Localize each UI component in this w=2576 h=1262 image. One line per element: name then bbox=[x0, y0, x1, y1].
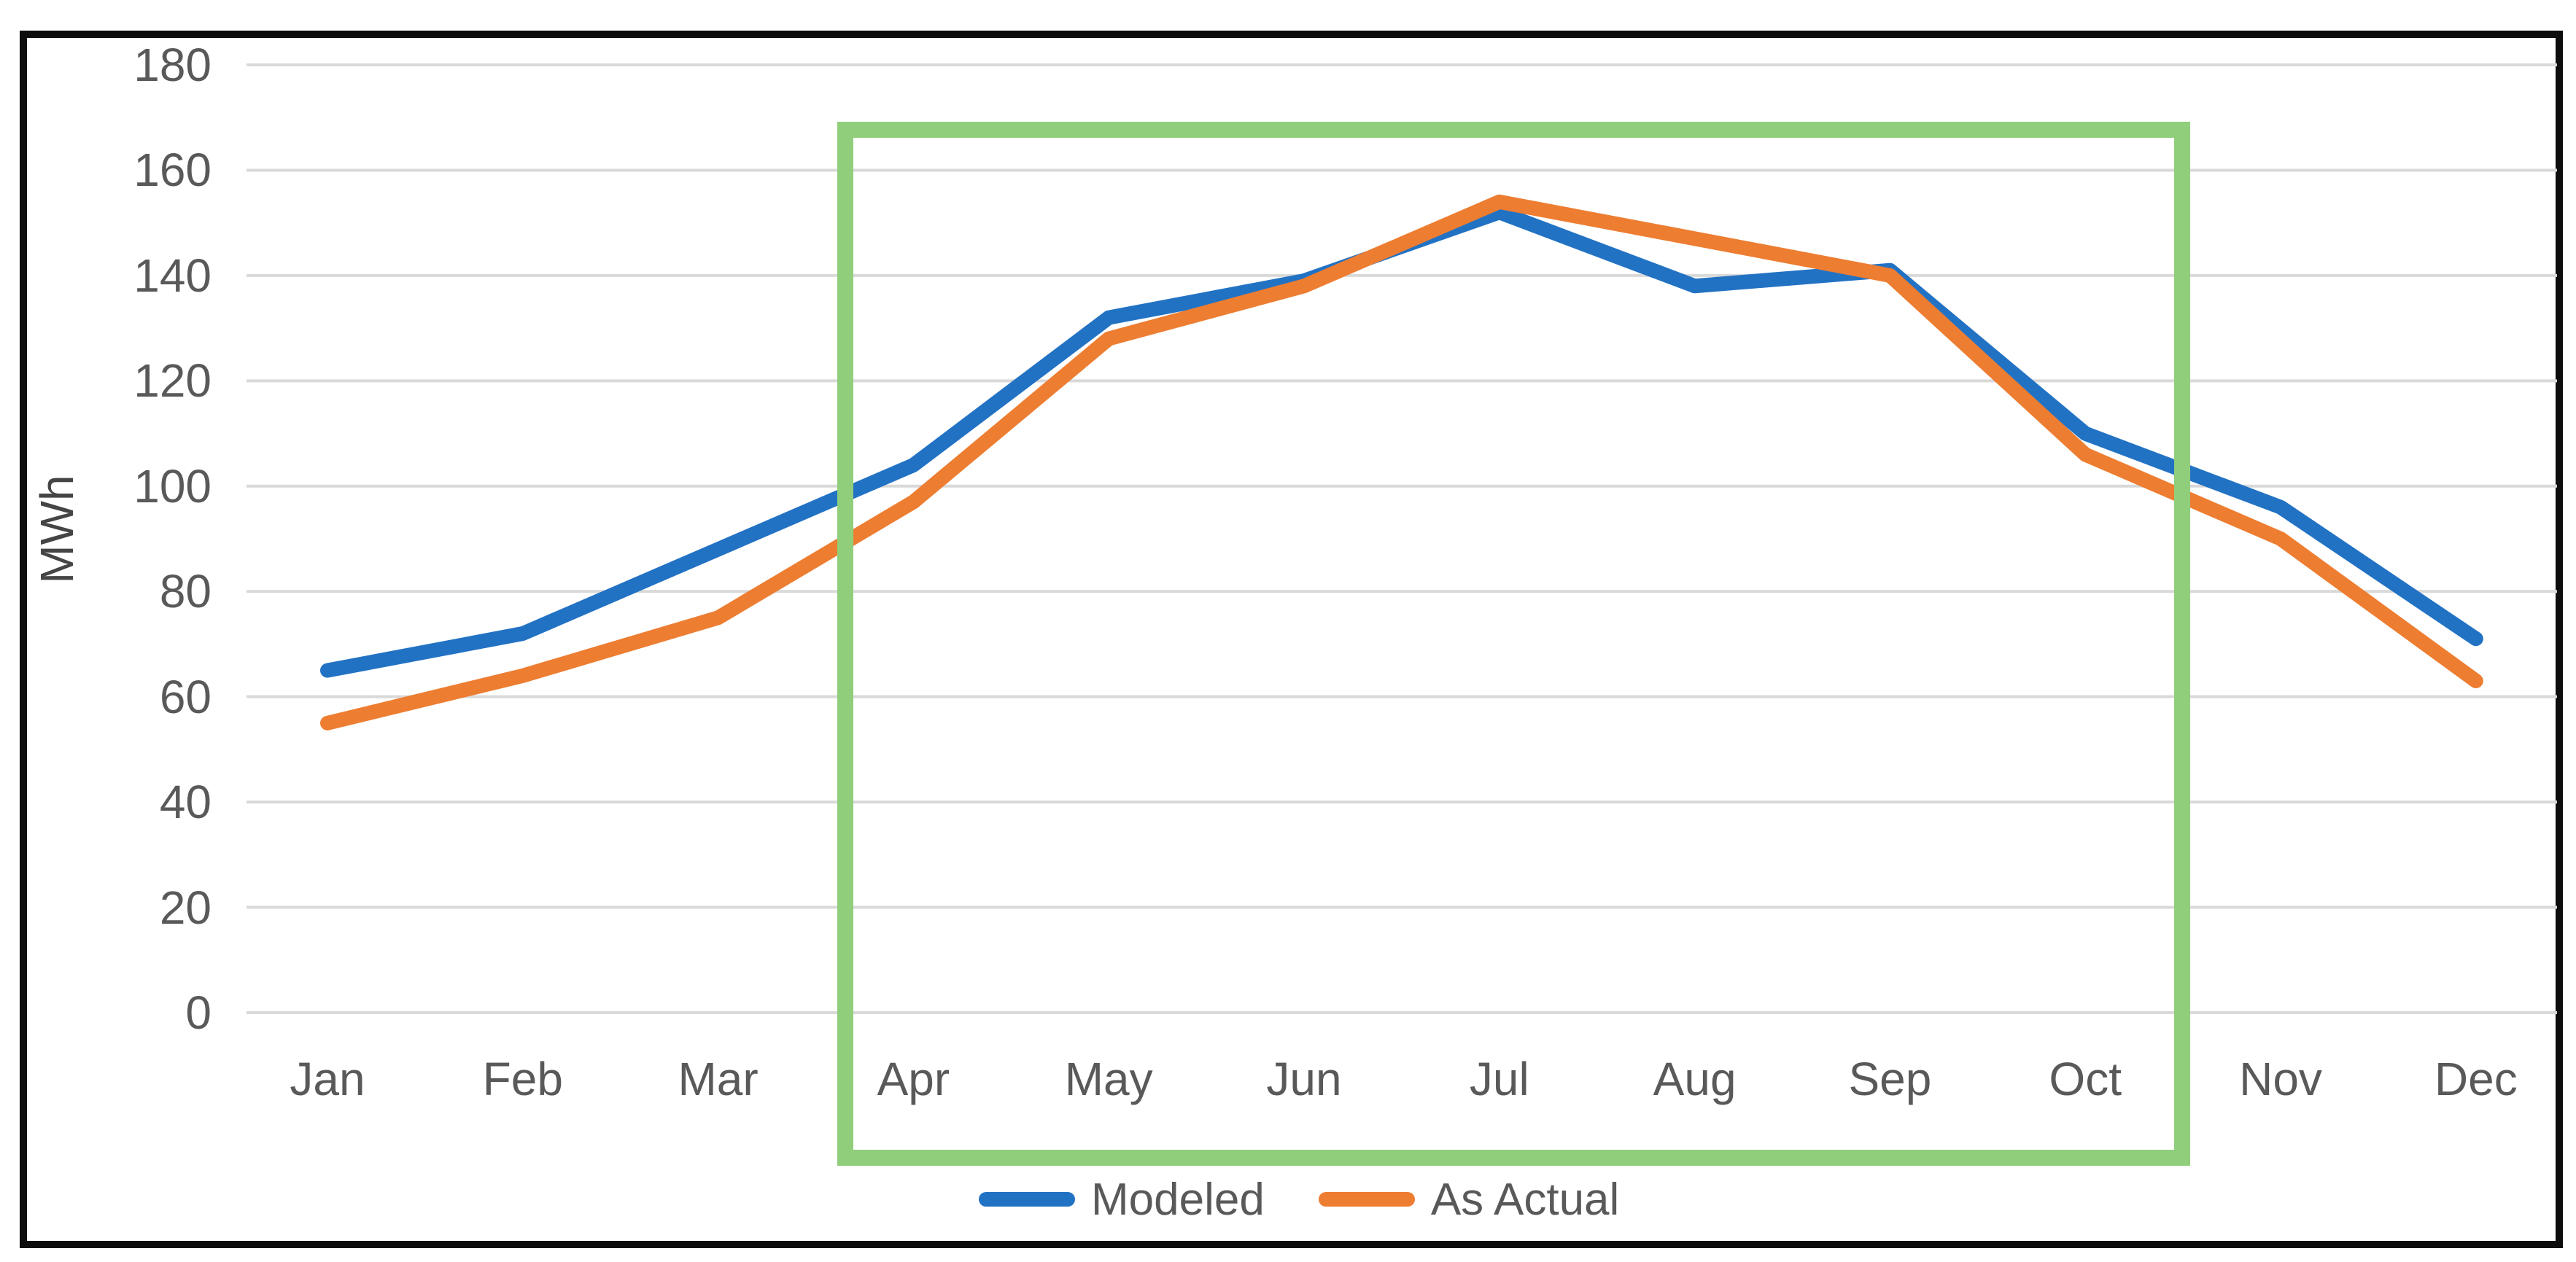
y-tick-label: 180 bbox=[133, 39, 212, 91]
y-axis-title: MWh bbox=[31, 475, 83, 584]
x-tick-label-dec: Dec bbox=[2434, 1053, 2518, 1105]
legend-item-modeled[interactable]: Modeled bbox=[979, 1174, 1265, 1226]
x-tick-label-jul: Jul bbox=[1469, 1053, 1529, 1105]
series-line-as-actual[interactable] bbox=[320, 194, 2483, 731]
x-tick-label-jun: Jun bbox=[1266, 1053, 1342, 1105]
highlight-rectangle-apr-oct bbox=[837, 122, 2190, 1166]
chart-border-frame bbox=[20, 31, 2563, 1248]
y-tick-label: 0 bbox=[185, 986, 212, 1039]
y-tick-label: 60 bbox=[159, 670, 212, 723]
legend-label-modeled: Modeled bbox=[1091, 1174, 1265, 1225]
x-tick-label-oct: Oct bbox=[2049, 1053, 2122, 1105]
x-tick-label-nov: Nov bbox=[2239, 1053, 2322, 1105]
y-tick-label: 120 bbox=[133, 354, 212, 408]
x-tick-label-feb: Feb bbox=[482, 1053, 563, 1105]
x-tick-label-apr: Apr bbox=[877, 1053, 950, 1105]
chart-legend: Modeled As Actual bbox=[979, 1171, 1619, 1228]
x-tick-label-sep: Sep bbox=[1848, 1053, 1932, 1105]
x-tick-label-may: May bbox=[1064, 1053, 1153, 1105]
y-tick-label: 140 bbox=[133, 249, 212, 302]
x-tick-label-mar: Mar bbox=[678, 1053, 759, 1105]
legend-label-as-actual: As Actual bbox=[1430, 1174, 1620, 1225]
y-tick-label: 20 bbox=[159, 881, 212, 934]
y-tick-label: 160 bbox=[133, 144, 212, 197]
modeled-series-swatch bbox=[979, 1192, 1075, 1207]
y-tick-label: 80 bbox=[159, 565, 212, 618]
legend-item-as-actual[interactable]: As Actual bbox=[1318, 1174, 1620, 1226]
y-tick-label: 100 bbox=[133, 459, 212, 513]
x-tick-label-jan: Jan bbox=[290, 1053, 365, 1105]
y-tick-label: 40 bbox=[159, 776, 212, 829]
as-actual-series-swatch bbox=[1318, 1192, 1415, 1207]
x-tick-label-aug: Aug bbox=[1653, 1053, 1737, 1105]
